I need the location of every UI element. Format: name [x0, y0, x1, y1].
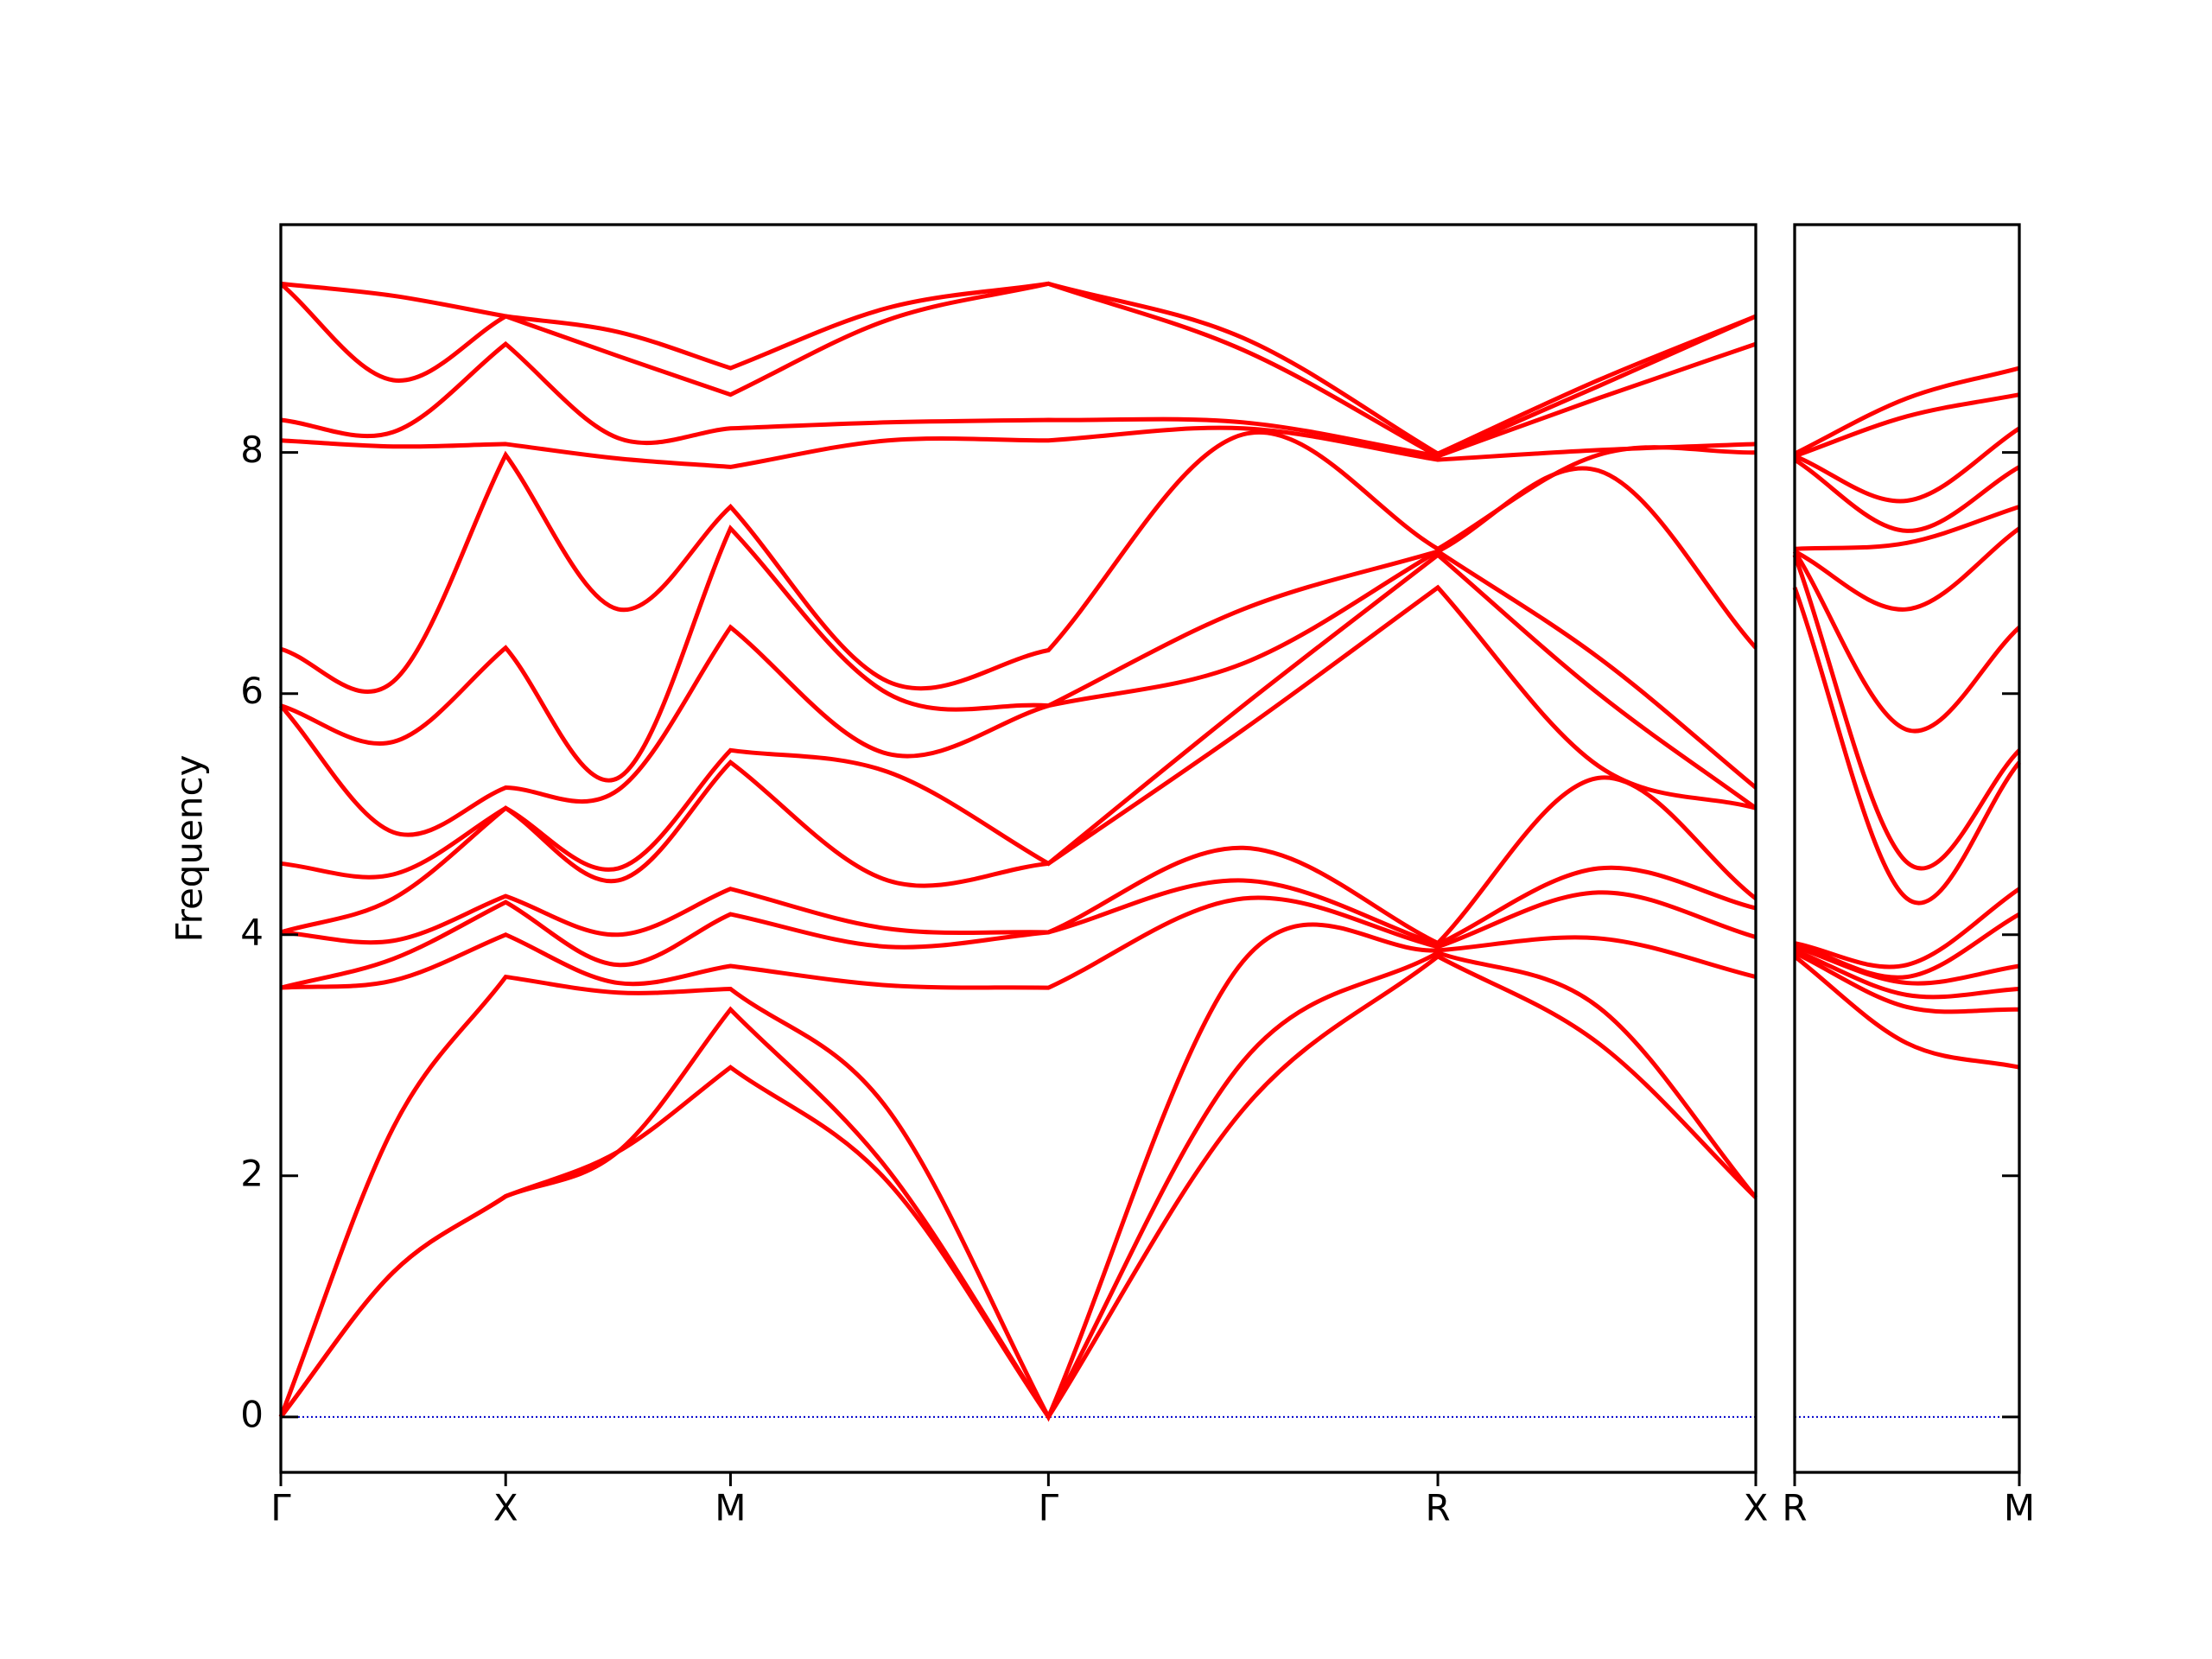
band-line — [1793, 526, 2021, 612]
band-line — [279, 281, 1758, 459]
band-line — [280, 552, 1758, 880]
band-line — [1793, 954, 2020, 1070]
plot-frame — [279, 223, 1758, 1474]
band-line — [1794, 426, 2021, 504]
band-line — [279, 950, 1758, 1421]
band-line — [1792, 554, 2021, 871]
band-line — [280, 340, 1757, 459]
x-tick-label: Γ — [1039, 1487, 1059, 1529]
band-line — [279, 953, 1758, 1421]
band-line — [279, 549, 1758, 837]
band-line — [280, 281, 1757, 456]
y-tick-label: 4 — [240, 911, 264, 953]
y-tick-label: 2 — [240, 1152, 264, 1194]
x-tick-label: R — [1425, 1487, 1450, 1529]
band-line — [1793, 365, 2020, 456]
band-line — [280, 890, 1757, 990]
x-tick-label: M — [715, 1487, 746, 1529]
band-line — [280, 466, 1758, 783]
band-line — [280, 425, 1757, 469]
y-tick-label: 6 — [240, 670, 264, 712]
x-tick-label: X — [493, 1487, 518, 1529]
band-line — [1792, 587, 2021, 906]
band-line — [280, 775, 1758, 946]
band-line — [1793, 950, 2020, 1014]
y-tick-label: 0 — [240, 1393, 264, 1435]
band-line — [280, 430, 1757, 695]
plot-frame — [1793, 223, 2021, 1474]
x-tick-label: Γ — [270, 1487, 291, 1529]
y-tick-label: 8 — [240, 429, 264, 471]
x-tick-label: X — [1744, 1487, 1769, 1529]
band-line — [1792, 550, 2021, 734]
band-line — [1794, 912, 2021, 980]
band-line — [1794, 887, 2021, 969]
x-tick-label: R — [1782, 1487, 1807, 1529]
band-line — [1793, 457, 2021, 533]
band-line — [1794, 505, 2020, 551]
band-line — [1794, 392, 2020, 459]
band-line — [278, 922, 1757, 1422]
band-line — [280, 865, 1757, 990]
y-axis-label: Frequency — [168, 755, 211, 943]
band-line — [1794, 948, 2020, 1000]
x-tick-label: M — [2004, 1487, 2035, 1529]
